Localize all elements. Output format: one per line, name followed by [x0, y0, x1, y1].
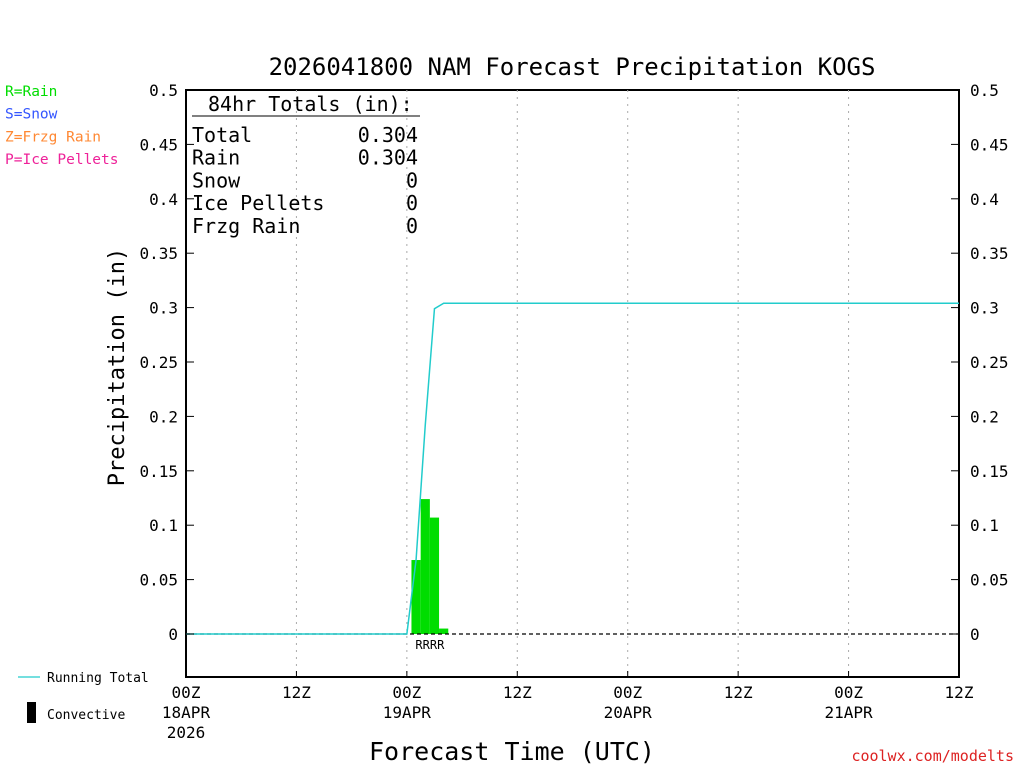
y-tick-label: 0.15	[970, 462, 1009, 481]
totals-row-value: 0	[406, 168, 418, 192]
y-tick-label: 0	[168, 625, 178, 644]
y-tick-label: 0.35	[139, 244, 178, 263]
running-total-legend-label: Running Total	[47, 671, 149, 686]
precip-bar	[429, 517, 440, 634]
y-tick-label: 0.4	[149, 190, 178, 209]
totals-row-label: Snow	[192, 168, 241, 192]
y-tick-label: 0.25	[139, 353, 178, 372]
precip-bar	[420, 499, 430, 634]
x-tick-date-label: 19APR	[383, 703, 432, 722]
x-tick-label: 00Z	[172, 683, 201, 702]
bars-group	[411, 499, 449, 634]
totals-row-label: Total	[192, 123, 252, 147]
totals-row-value: 0	[406, 191, 418, 215]
convective-legend-label: Convective	[47, 708, 125, 723]
totals-box: 84hr Totals (in): Total 0.304 Rain 0.304 Sno…	[192, 92, 420, 238]
ptype-legend: R=Rain S=Snow Z=Frzg Rain P=Ice Pellets	[5, 84, 119, 168]
y-tick-label: 0.05	[139, 571, 178, 590]
y-tick-label: 0	[970, 625, 980, 644]
series-legend: Running Total Convective	[18, 671, 149, 723]
running-total-line	[186, 302, 959, 635]
y-tick-label: 0.35	[970, 244, 1009, 263]
precip-bar	[439, 628, 449, 634]
ptype-legend-item: P=Ice Pellets	[5, 152, 119, 168]
totals-rows: Total 0.304 Rain 0.304 Snow 0 Ice Pellets 0 Frzg…	[192, 123, 418, 238]
y-axis-right: 0 0.05 0.1 0.15 0.2 0.25 0.3 0.35 0.4 0.45 0.5	[951, 81, 1009, 644]
y-tick-label: 0.05	[970, 571, 1009, 590]
totals-row-label: Frzg Rain	[192, 214, 300, 238]
y-tick-label: 0.15	[139, 462, 178, 481]
grid-lines	[295, 90, 850, 677]
totals-row-value: 0.304	[358, 123, 418, 147]
chart-title: 2026041800 NAM Forecast Precipitation KO…	[269, 53, 876, 81]
x-tick-label: 12Z	[503, 683, 532, 702]
totals-row-label: Ice Pellets	[192, 191, 324, 215]
y-tick-label: 0.5	[970, 81, 999, 100]
totals-row-value: 0.304	[358, 146, 418, 170]
y-tick-label: 0.25	[970, 353, 1009, 372]
y-tick-label: 0.45	[139, 135, 178, 154]
y-tick-label: 0.1	[149, 516, 178, 535]
y-tick-label: 0.45	[970, 135, 1009, 154]
y-tick-label: 0.2	[149, 407, 178, 426]
y-axis-left: 0 0.05 0.1 0.15 0.2 0.25 0.3 0.35 0.4 0.45 0.5	[139, 81, 194, 644]
y-tick-label: 0.4	[970, 190, 999, 209]
credit-text: coolwx.com/modelts	[851, 747, 1014, 765]
y-tick-label: 0.2	[970, 407, 999, 426]
y-tick-label: 0.5	[149, 81, 178, 100]
y-tick-label: 0.3	[149, 299, 178, 318]
y-tick-label: 0.1	[970, 516, 999, 535]
x-tick-label: 00Z	[392, 683, 421, 702]
totals-heading: 84hr Totals (in):	[208, 92, 413, 116]
x-tick-label: 00Z	[834, 683, 863, 702]
x-tick-label: 00Z	[613, 683, 642, 702]
x-tick-date-label: 20APR	[604, 703, 653, 722]
totals-row-label: Rain	[192, 146, 240, 170]
ptype-legend-item: S=Snow	[5, 107, 58, 123]
totals-row-value: 0	[406, 214, 418, 238]
ptype-legend-item: R=Rain	[5, 84, 57, 100]
x-tick-date-label: 21APR	[824, 703, 873, 722]
x-axis-label: Forecast Time (UTC)	[369, 737, 655, 766]
plot-frame	[185, 89, 960, 678]
x-tick-label: 12Z	[282, 683, 311, 702]
ptype-marker: RRRR	[415, 638, 445, 652]
precip-bar	[411, 560, 421, 634]
x-tick-date-label: 2026	[167, 723, 206, 742]
y-tick-label: 0.3	[970, 299, 999, 318]
x-tick-label: 12Z	[945, 683, 974, 702]
ptype-legend-item: Z=Frzg Rain	[5, 129, 101, 145]
x-tick-date-label: 18APR	[162, 703, 211, 722]
y-axis-label: Precipitation (in)	[105, 248, 130, 486]
convective-legend-swatch	[27, 702, 36, 723]
x-tick-label: 12Z	[724, 683, 753, 702]
